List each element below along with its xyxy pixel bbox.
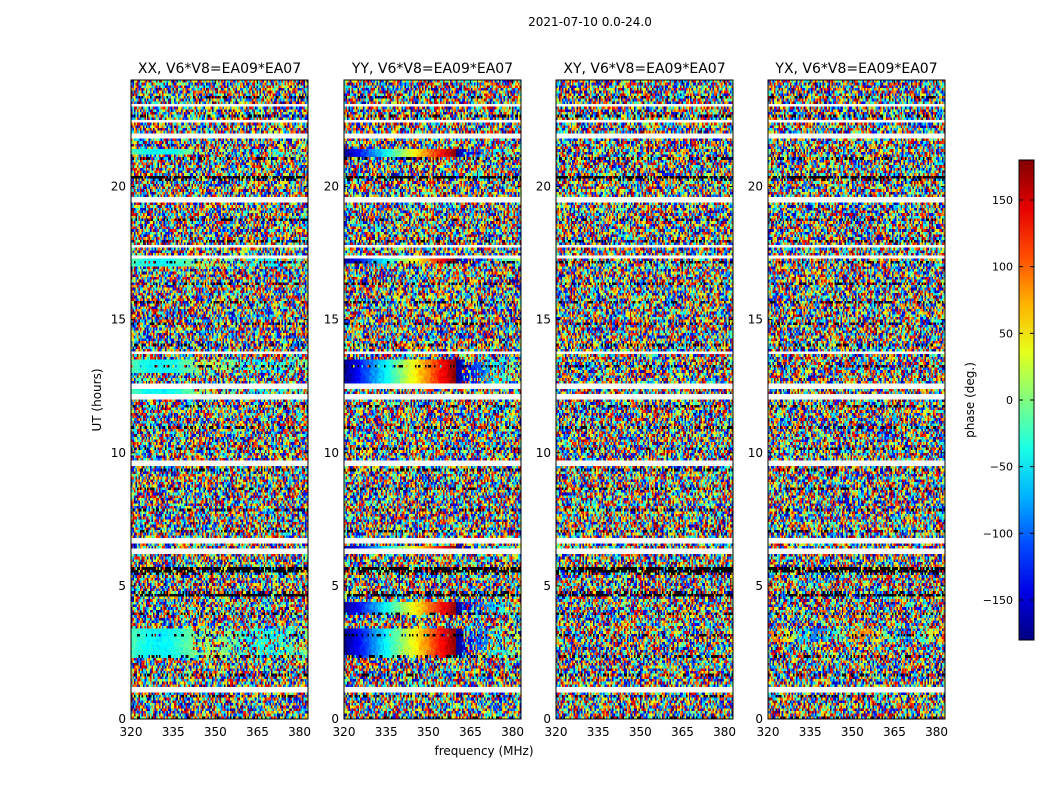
x-tick-label: 320 — [333, 725, 356, 739]
panel-3-heatmap — [556, 80, 733, 719]
panel-3: XY, V6*V8=EA09*EA07 320 335 350 365 380 0 5 10 15… — [536, 61, 736, 739]
x-tick-label: 335 — [162, 725, 185, 739]
panel-4-heatmap — [768, 80, 945, 719]
colorbar-tick-label: 100 — [992, 261, 1013, 274]
panel-1-frame — [130, 79, 309, 720]
panel-4-frame — [767, 79, 946, 720]
y-tick-label: 20 — [748, 180, 763, 194]
x-tick-label: 380 — [713, 725, 736, 739]
y-tick-label: 0 — [118, 712, 126, 726]
y-tick-label: 20 — [324, 180, 339, 194]
y-tick-label: 15 — [536, 313, 551, 327]
y-tick-label: 15 — [748, 313, 763, 327]
y-tick-label: 20 — [536, 180, 551, 194]
colorbar-tick-label: 50 — [999, 327, 1013, 340]
x-tick-label: 350 — [841, 725, 864, 739]
panel-2-frame — [343, 79, 522, 720]
x-tick-label: 365 — [883, 725, 906, 739]
y-tick-label: 5 — [118, 579, 126, 593]
y-tick-label: 5 — [543, 579, 551, 593]
panel-1-heatmap — [131, 80, 308, 719]
colorbar: 150 100 50 0 −50 −100 −150 — [983, 159, 1035, 641]
x-tick-label: 380 — [501, 725, 524, 739]
colorbar-tick-label: −150 — [983, 594, 1013, 607]
y-tick-label: 10 — [111, 446, 126, 460]
colorbar-tick-label: −100 — [983, 527, 1013, 540]
x-tick-label: 335 — [799, 725, 822, 739]
y-tick-label: 0 — [331, 712, 339, 726]
colorbar-tick-label: 0 — [1006, 394, 1013, 407]
y-tick-label: 0 — [755, 712, 763, 726]
y-tick-label: 10 — [536, 446, 551, 460]
x-axis-label: frequency (MHz) — [434, 744, 533, 758]
panel-4: YX, V6*V8=EA09*EA07 320 335 350 365 380 0 5 10 15… — [748, 61, 948, 739]
y-tick-label: 5 — [755, 579, 763, 593]
x-tick-label: 365 — [246, 725, 269, 739]
colorbar-tick-label: 150 — [992, 194, 1013, 207]
y-tick-label: 10 — [748, 446, 763, 460]
panel-2-title: YY, V6*V8=EA09*EA07 — [351, 61, 513, 77]
x-tick-label: 365 — [459, 725, 482, 739]
x-tick-label: 335 — [587, 725, 610, 739]
colorbar-label: phase (deg.) — [963, 362, 977, 438]
panel-1-title: XX, V6*V8=EA09*EA07 — [138, 61, 301, 77]
y-tick-label: 10 — [324, 446, 339, 460]
y-tick-label: 15 — [324, 313, 339, 327]
x-tick-label: 350 — [629, 725, 652, 739]
panel-4-title: YX, V6*V8=EA09*EA07 — [774, 61, 937, 77]
panels-group: XX, V6*V8=EA09*EA07 320 335 350 365 380 0 5 10 15… — [111, 61, 948, 739]
x-tick-label: 365 — [671, 725, 694, 739]
panel-2: YY, V6*V8=EA09*EA07 320 335 350 365 380 0 5 10 15… — [324, 61, 524, 739]
y-tick-label: 0 — [543, 712, 551, 726]
x-tick-label: 320 — [545, 725, 568, 739]
x-tick-label: 320 — [120, 725, 143, 739]
x-tick-label: 350 — [204, 725, 227, 739]
x-tick-label: 350 — [417, 725, 440, 739]
y-axis-label: UT (hours) — [90, 368, 104, 431]
panel-1: XX, V6*V8=EA09*EA07 320 335 350 365 380 0 5 10 15… — [111, 61, 311, 739]
x-tick-label: 320 — [757, 725, 780, 739]
x-tick-label: 335 — [375, 725, 398, 739]
x-tick-label: 380 — [925, 725, 948, 739]
y-tick-label: 20 — [111, 180, 126, 194]
colorbar-tick-label: −50 — [990, 461, 1013, 474]
panel-3-title: XY, V6*V8=EA09*EA07 — [563, 61, 725, 77]
panel-3-frame — [555, 79, 734, 720]
y-tick-label: 15 — [111, 313, 126, 327]
x-tick-label: 380 — [288, 725, 311, 739]
figure-title: 2021-07-10 0.0-24.0 — [528, 15, 652, 29]
y-tick-label: 5 — [331, 579, 339, 593]
panel-2-heatmap — [344, 80, 521, 719]
